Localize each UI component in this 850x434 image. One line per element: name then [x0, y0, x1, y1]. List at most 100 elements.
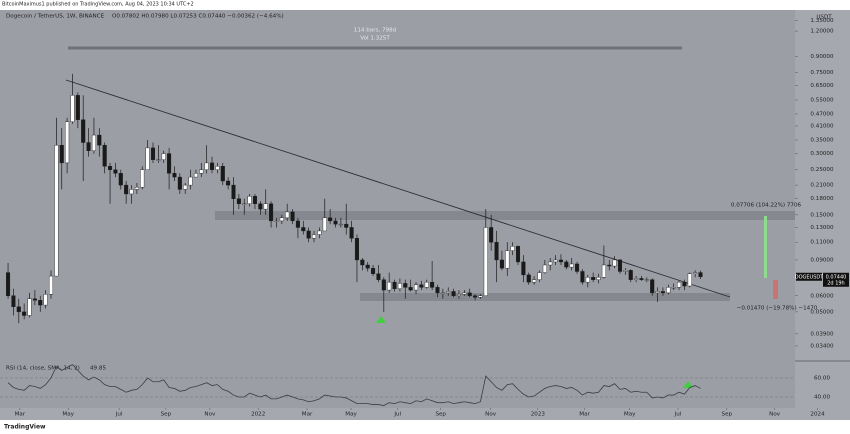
rsi-value: 49.85	[90, 366, 106, 372]
candle-body	[628, 270, 633, 280]
x-tick-label: May	[345, 412, 357, 418]
y-tick-label: 0.90000	[810, 54, 834, 60]
candle-body	[263, 203, 268, 210]
candle-body	[494, 242, 499, 261]
candle-body	[43, 294, 48, 306]
candle-body	[236, 198, 241, 204]
candle-body	[290, 211, 295, 222]
main-pane	[0, 10, 795, 360]
candle-body	[430, 281, 435, 288]
candle-body	[446, 291, 451, 294]
price-tag-bg	[823, 272, 849, 287]
y-tick-label: 0.30000	[810, 151, 834, 157]
candle-body	[483, 227, 488, 296]
candle-body	[687, 273, 692, 287]
candle-body	[161, 153, 166, 160]
x-tick-label: 2022	[251, 412, 265, 418]
candle-body	[27, 298, 32, 316]
green-arrow	[376, 316, 386, 323]
candle-body	[499, 259, 504, 269]
range-bar	[68, 46, 682, 50]
x-tick-label: Nov	[485, 412, 497, 418]
published-note: BitcoinMaximus1 published on TradingView…	[2, 2, 194, 8]
candle-body	[102, 144, 107, 167]
candle-body	[623, 270, 628, 272]
candle-body	[91, 134, 96, 151]
candle-body	[70, 95, 75, 122]
candle-body	[698, 272, 703, 277]
y-tick-label: 0.06000	[810, 293, 834, 299]
candle-body	[317, 230, 322, 235]
y-tick-label: 0.03400	[810, 343, 834, 349]
x-tick-label: Mar	[302, 412, 313, 418]
symbol-title: Dogecoin / TetherUS, 1W, BINANCE	[6, 14, 105, 20]
candle-body	[360, 259, 365, 266]
y-tick-label: 0.75000	[810, 70, 834, 76]
candle-body	[108, 166, 113, 170]
candle-body	[59, 144, 64, 164]
countdown: 2d 19h	[827, 280, 844, 286]
candle-body	[548, 261, 553, 266]
y-tick-label: 0.11000	[810, 240, 834, 246]
candle-body	[365, 264, 370, 269]
y-tick-label: 0.25000	[810, 167, 834, 173]
x-tick-label: 2023	[531, 412, 546, 418]
candle-body	[424, 281, 429, 288]
candle-body	[172, 173, 177, 178]
x-tick-label: Mar	[15, 412, 26, 418]
y-tick-label: 0.18000	[810, 196, 834, 202]
footer-bg	[0, 420, 850, 434]
candle-body	[537, 272, 542, 280]
candle-body	[124, 184, 129, 195]
rsi-line	[7, 364, 701, 406]
candle-body	[456, 294, 461, 296]
candle-body	[532, 279, 537, 283]
candle-body	[526, 274, 531, 283]
x-tick-label: 2024	[810, 412, 825, 418]
candle-body	[333, 220, 338, 225]
candle-body	[371, 267, 376, 274]
green-arrow	[683, 381, 693, 388]
candle-body	[75, 95, 80, 120]
candle-body	[419, 284, 424, 288]
target-down-bar	[773, 280, 778, 299]
candle-body	[193, 173, 198, 178]
candle-body	[489, 227, 494, 243]
rsi-title: RSI (14, close, SMA, 14, 2)	[6, 366, 80, 372]
candle-body	[575, 263, 580, 272]
candle-body	[542, 264, 547, 273]
x-tick-label: Jul	[393, 412, 401, 418]
candle-body	[38, 300, 43, 306]
support-zone	[360, 293, 730, 301]
candle-body	[596, 277, 601, 280]
candle-body	[113, 169, 118, 174]
candle-body	[252, 196, 258, 204]
y-tick-label: 0.55000	[810, 98, 834, 104]
candle-body	[150, 147, 156, 160]
candle-body	[269, 203, 274, 222]
candle-body	[81, 119, 86, 143]
candle-body	[510, 246, 515, 251]
candle-body	[11, 295, 16, 307]
footer-logo: TradingView	[4, 424, 46, 431]
price-axis	[795, 10, 850, 408]
currency: USDT	[816, 15, 832, 21]
candle-body	[344, 223, 349, 228]
candle-body	[403, 283, 408, 288]
candles	[6, 73, 703, 324]
target-up-bar	[764, 216, 767, 278]
x-tick-label: Nov	[769, 412, 781, 418]
y-tick-label: 1.35000	[810, 18, 834, 24]
x-tick-label: Sep	[435, 412, 446, 418]
rsi-pane	[0, 362, 795, 408]
y-tick-label: 0.05000	[810, 309, 834, 315]
candle-body	[478, 295, 483, 298]
y-tick-label: 0.21000	[810, 183, 834, 189]
candle-body	[295, 220, 300, 228]
x-tick-label: May	[62, 412, 74, 418]
candle-body	[354, 238, 359, 261]
candle-body	[54, 144, 59, 277]
candle-body	[258, 203, 263, 210]
price-tag: 0.07440	[826, 274, 847, 280]
